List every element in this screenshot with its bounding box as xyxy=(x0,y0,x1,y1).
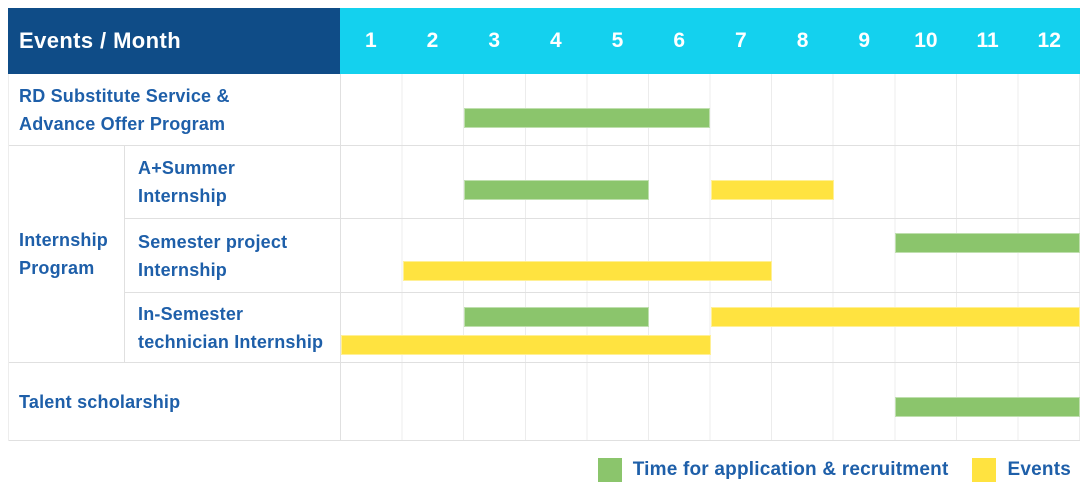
group-label-internship-program: Internship Program xyxy=(9,146,125,363)
gantt-bar-yellow xyxy=(341,335,711,355)
gantt-bar-green xyxy=(895,397,1080,417)
month-header-9: 9 xyxy=(858,29,871,52)
legend: Time for application & recruitment Event… xyxy=(597,458,1071,482)
row-label-line: Semester project xyxy=(138,231,288,252)
gantt-bar-green xyxy=(464,180,649,200)
group-label-line: Program xyxy=(19,258,95,278)
row-label-line: Internship xyxy=(138,259,228,280)
gantt-bar-green xyxy=(464,108,711,128)
gantt-bar-yellow xyxy=(710,307,1080,327)
timeline-row-talent-scholarship xyxy=(341,363,1080,441)
timeline-row-semester-project xyxy=(341,219,1080,293)
timeline-row-in-semester-technician xyxy=(341,293,1080,363)
row-label-line: In-Semester xyxy=(138,303,244,324)
row-label-line: A+Summer xyxy=(138,158,236,178)
legend-label: Time for application & recruitment xyxy=(632,459,949,480)
gantt-bar-yellow xyxy=(710,180,834,200)
month-header-1: 1 xyxy=(364,29,377,52)
month-header-12: 12 xyxy=(1037,29,1061,52)
row-label-line: technician Internship xyxy=(138,331,324,352)
gantt-table: Events / Month 1 2 3 4 5 6 7 8 9 10 11 12 RD Substi… xyxy=(8,8,1080,441)
row-label-line: RD Substitute Service & xyxy=(19,85,230,106)
legend-item-application-recruitment: Time for application & recruitment xyxy=(597,458,949,482)
month-header-11: 11 xyxy=(976,29,999,52)
yellow-swatch-icon xyxy=(972,458,997,482)
group-label-line: Internship xyxy=(19,230,109,250)
month-header-3: 3 xyxy=(488,29,501,52)
row-label-semester-project: Semester project Internship xyxy=(125,219,341,293)
row-label-rd-substitute: RD Substitute Service & Advance Offer Pr… xyxy=(9,74,341,146)
table-body: RD Substitute Service & Advance Offer Pr… xyxy=(8,74,1080,441)
row-label-a-plus-summer: A+Summer Internship xyxy=(125,146,341,219)
timeline-row-rd-substitute xyxy=(341,74,1080,146)
gantt-bar-green xyxy=(464,307,649,327)
month-header-6: 6 xyxy=(673,29,686,52)
events-month-header: Events / Month xyxy=(8,8,340,74)
timeline-row-a-plus-summer xyxy=(341,146,1080,219)
legend-item-events: Events xyxy=(972,458,1071,482)
green-swatch-icon xyxy=(597,458,622,482)
legend-label: Events xyxy=(1007,459,1071,480)
month-header-7: 7 xyxy=(735,29,747,52)
month-header-row: 1 2 3 4 5 6 7 8 9 10 11 12 xyxy=(340,8,1080,74)
row-label-line: Talent scholarship xyxy=(19,391,181,412)
month-header-10: 10 xyxy=(914,29,938,52)
month-header-2: 2 xyxy=(426,29,439,52)
row-label-in-semester-technician: In-Semester technician Internship xyxy=(125,293,341,363)
row-label-line: Advance Offer Program xyxy=(19,113,226,134)
row-label-line: Internship xyxy=(138,186,228,206)
month-header-4: 4 xyxy=(550,29,562,52)
gantt-bar-green xyxy=(895,233,1080,253)
row-label-talent-scholarship: Talent scholarship xyxy=(9,363,341,441)
gantt-bar-yellow xyxy=(402,261,773,281)
month-header-8: 8 xyxy=(796,29,809,52)
month-header-5: 5 xyxy=(611,29,624,52)
table-header-row: Events / Month 1 2 3 4 5 6 7 8 9 10 11 12 xyxy=(8,8,1080,74)
